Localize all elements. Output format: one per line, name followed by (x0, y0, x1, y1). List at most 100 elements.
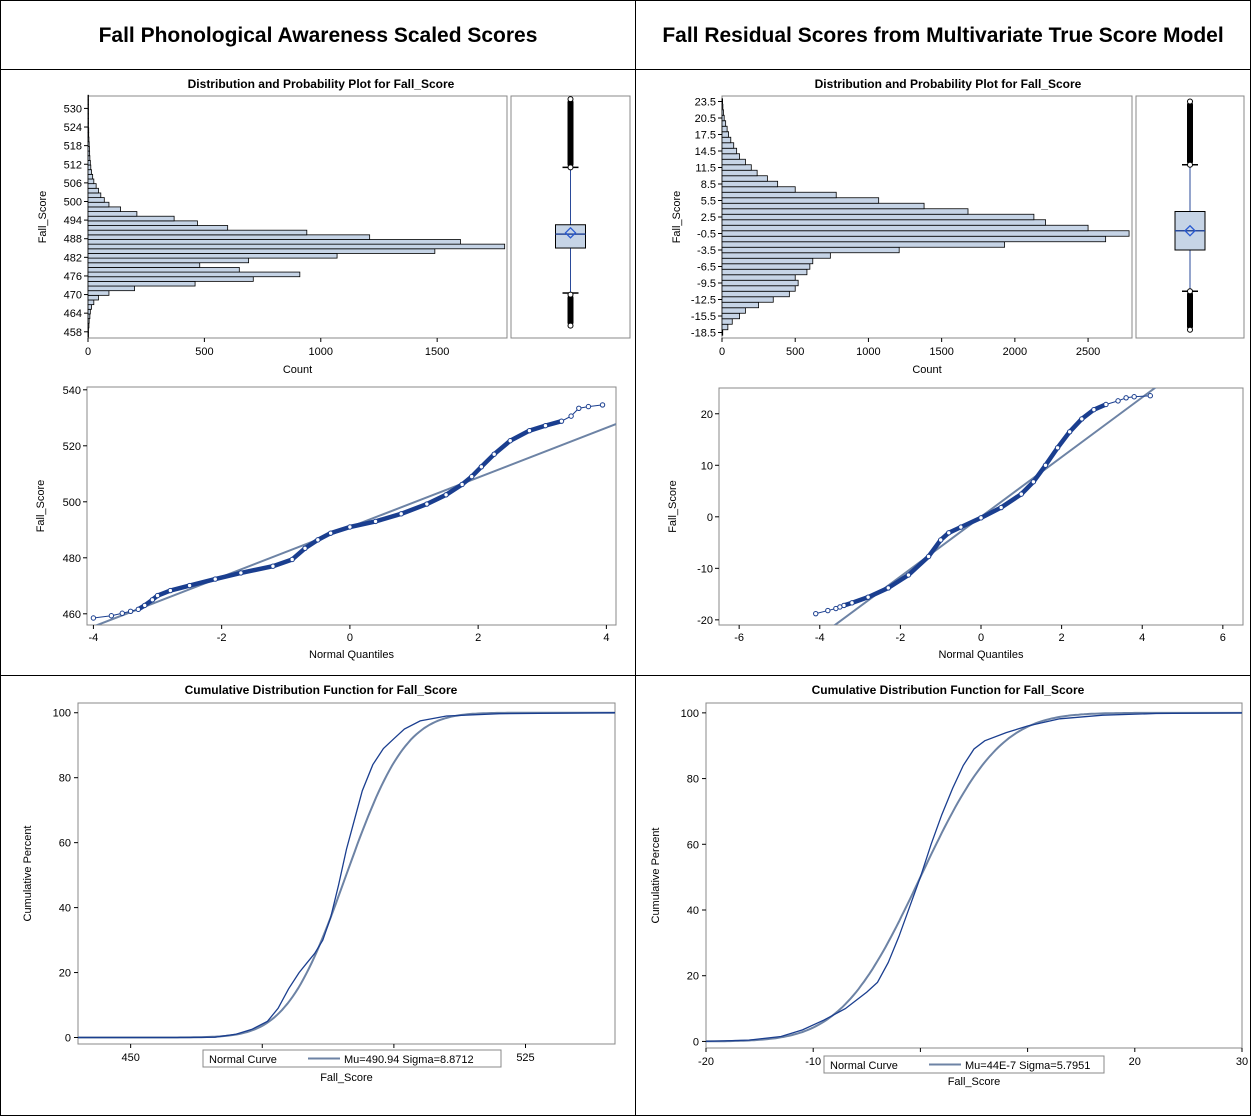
right-distribution-chart: Distribution and Probability Plot for Fa… (667, 77, 1245, 661)
x-tick-label: 0 (978, 632, 984, 644)
histogram-bar (87, 267, 240, 273)
histogram-bar (87, 299, 95, 306)
y-tick-label: 488 (64, 234, 82, 246)
empirical-cdf-curve (705, 712, 1243, 1043)
histogram-bar (87, 285, 135, 292)
y-tick-label: 518 (64, 141, 82, 153)
qq-point (849, 600, 855, 606)
qq-point (1054, 445, 1061, 451)
histogram-bar (721, 142, 735, 149)
cell-left-bottom: Cumulative Distribution Function for Fal… (0, 676, 636, 1116)
qq-point (585, 403, 592, 410)
quantile-trace (424, 492, 449, 507)
qq-point (1115, 398, 1121, 404)
qq-point (302, 545, 308, 551)
histogram-bar (721, 296, 774, 303)
histogram-bar (721, 263, 811, 270)
y-tick-label: 480 (63, 553, 81, 565)
x-tick-label: -2 (217, 632, 227, 644)
y-tick-label: 40 (59, 903, 71, 915)
histogram-bar (721, 213, 1035, 221)
legend-box (202, 1049, 502, 1068)
histogram-bar (87, 94, 89, 101)
x-tick-label: -10 (805, 1056, 821, 1068)
y-tick-label: 476 (64, 271, 82, 283)
y-tick-label: 8.5 (701, 179, 716, 191)
header-left: Fall Phonological Awareness Scaled Score… (0, 0, 636, 70)
y-tick-label: 100 (681, 708, 699, 720)
histogram-bar (721, 219, 1047, 226)
quantile-trace (1067, 416, 1085, 435)
quantile-trace (865, 585, 891, 600)
histogram-bar (87, 215, 175, 222)
x-tick-label: 500 (195, 346, 213, 358)
qq-point (478, 464, 485, 470)
y-tick-label: 80 (59, 773, 71, 785)
qq-point (1042, 462, 1049, 468)
histogram-bar (87, 159, 91, 166)
histogram-bar (87, 308, 91, 315)
x-axis-label: Fall_Score (320, 1072, 373, 1084)
histogram-bar (721, 103, 724, 111)
x-tick-label: -4 (815, 632, 825, 644)
histogram-bar (87, 294, 99, 301)
quantile-trace (373, 511, 404, 524)
qq-point (149, 597, 156, 603)
quantile-trace (479, 451, 497, 470)
qq-point (1131, 394, 1137, 400)
legend-label: Mu=490.94 Sigma=8.8712 (344, 1054, 474, 1066)
histogram-bar (87, 146, 90, 152)
histogram-bar (87, 257, 250, 264)
quantile-trace (849, 594, 871, 606)
histogram-bar (721, 164, 752, 171)
y-tick-label: 20 (59, 968, 71, 980)
y-tick-label: -15.5 (691, 311, 716, 323)
histogram-bar (721, 252, 831, 259)
histogram-bar (721, 98, 723, 105)
y-axis-label: Cumulative Percent (22, 826, 34, 922)
qq-point (1147, 393, 1153, 399)
qq-point (398, 511, 404, 517)
histogram-bar (721, 274, 796, 281)
qq-point (315, 537, 321, 543)
y-tick-label: 494 (64, 215, 82, 227)
quantile-trace (491, 438, 513, 457)
qq-point (1079, 416, 1085, 422)
boxplot-box (555, 224, 586, 249)
x-tick-label: 1000 (309, 346, 333, 358)
histogram-bar (87, 197, 105, 203)
quantile-trace (1043, 445, 1060, 468)
y-tick-label: 60 (687, 839, 699, 851)
y-tick-label: 40 (687, 905, 699, 917)
qq-point (978, 515, 984, 521)
y-tick-label: 540 (63, 385, 81, 397)
histogram-bar (721, 285, 796, 292)
histogram-bar (87, 220, 198, 226)
histogram-bar (721, 230, 1130, 237)
qq-point (347, 524, 353, 530)
y-tick-label: 0 (707, 512, 713, 524)
y-tick-label: 482 (64, 252, 82, 264)
qq-point (958, 524, 964, 530)
y-tick-label: 20 (701, 409, 713, 421)
histogram-bar (87, 104, 89, 110)
qq-point (270, 563, 276, 569)
qq-point (127, 608, 134, 614)
quantile-trace (443, 482, 465, 498)
histogram-bar (87, 276, 254, 282)
quantile-trace (187, 576, 218, 588)
histogram-bar (721, 202, 925, 210)
histogram-bar (87, 132, 90, 138)
legend-title: Normal Curve (830, 1060, 898, 1072)
histogram-bar (721, 257, 814, 265)
histogram-bar (87, 206, 121, 212)
qq-point (135, 606, 141, 613)
qq-point (459, 481, 465, 488)
x-tick-label: -2 (895, 632, 905, 644)
left-distribution-chart: Distribution and Probability Plot for Fa… (35, 77, 631, 661)
histogram-bar (87, 313, 91, 320)
x-tick-label: 0 (85, 346, 91, 358)
histogram-bar (87, 118, 89, 124)
qq-point (1091, 406, 1097, 413)
histogram-bar (87, 290, 110, 296)
